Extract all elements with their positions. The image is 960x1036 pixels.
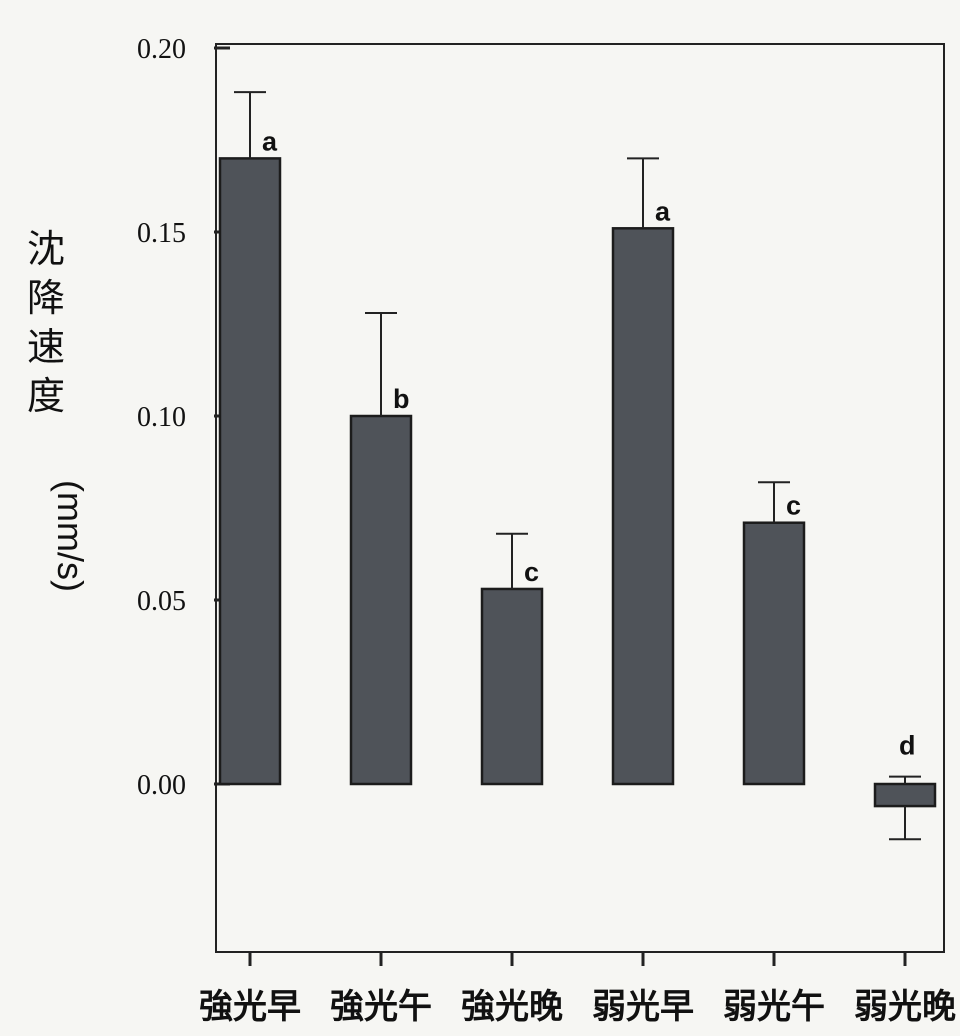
significance-label: d xyxy=(899,731,916,761)
x-axis: 強光早 強光午 強光晚 弱光早 弱光午 弱光晚 xyxy=(199,952,956,1027)
plot-frame xyxy=(215,43,945,953)
y-tick-label: 0.00 xyxy=(137,770,186,801)
bar xyxy=(480,587,544,786)
x-tick-label: 強光早 xyxy=(199,987,301,1027)
x-tick-label: 弱光午 xyxy=(723,987,825,1027)
x-tick-label: 強光午 xyxy=(330,987,432,1027)
x-tick-label: 弱光晚 xyxy=(854,987,956,1027)
significance-label: a xyxy=(262,126,278,156)
x-tick-label: 強光晚 xyxy=(461,987,563,1027)
bar xyxy=(742,521,806,786)
y-tick-label: 0.05 xyxy=(137,586,186,617)
significance-label: a xyxy=(655,196,671,226)
y-tick-label: 0.15 xyxy=(137,218,186,249)
y-axis-label-char: 度 xyxy=(27,374,65,418)
y-tick-label: 0.10 xyxy=(137,402,186,433)
y-axis-label-char: 沈 xyxy=(27,227,65,271)
y-axis-label-char: 降 xyxy=(27,276,65,320)
significance-label: c xyxy=(786,491,801,521)
x-tick-label: 弱光早 xyxy=(592,987,694,1027)
bar xyxy=(873,782,937,808)
significance-label: b xyxy=(393,384,410,414)
y-tick-label: 0.20 xyxy=(137,34,186,65)
bar-series: a b c a c d xyxy=(218,91,937,841)
significance-label: c xyxy=(524,557,539,587)
bar xyxy=(611,227,675,786)
bar xyxy=(218,157,282,786)
y-axis-label-char: 速 xyxy=(27,325,65,369)
y-axis-label-unit: (mm/s) xyxy=(50,480,91,592)
bar xyxy=(349,414,413,786)
